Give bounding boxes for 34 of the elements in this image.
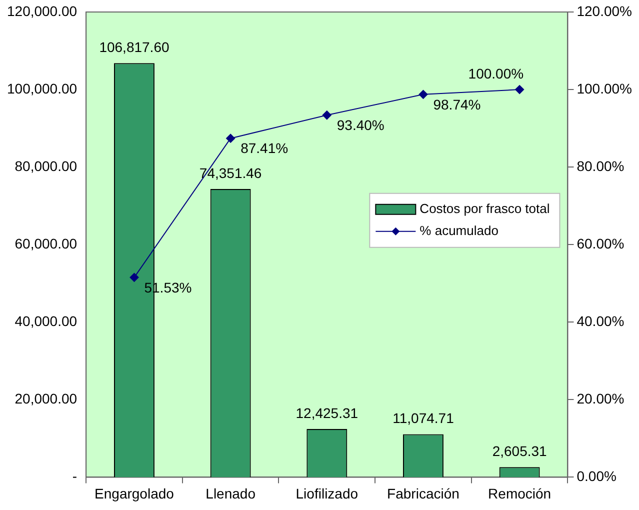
point (418, 90, 428, 99)
x-tick-label: Llenado (206, 485, 256, 502)
y2-tick-label: 40.00% (576, 312, 624, 329)
y-tick-label: - (72, 468, 78, 484)
point (515, 85, 524, 94)
point (130, 272, 139, 282)
y2-tick-label: 80.00% (576, 158, 624, 174)
data-label: 106,817.60 (99, 38, 170, 55)
data-label: 12,425.31 (296, 404, 358, 421)
x-tick-label: Liofilizado (296, 485, 358, 502)
y2-tick-label: 0.00% (576, 468, 616, 484)
y-tick-label: 120,000.00 (6, 2, 78, 19)
data-label: 87.41% (240, 140, 288, 156)
data-label: 2,605.31 (492, 442, 548, 459)
x-tick-label: Fabricación (387, 485, 460, 502)
data-label: 93.40% (336, 116, 384, 133)
data-label: 98.74% (433, 96, 481, 112)
y2-tick-label: 100.00% (576, 80, 632, 96)
y2-tick-label: 20.00% (576, 390, 624, 407)
point (322, 110, 332, 120)
data-label: 11,074.71 (392, 410, 454, 426)
legend-label: Costos por frasco total (420, 201, 550, 216)
y-tick-label: 20,000.00 (14, 390, 78, 407)
y-tick-label: 40,000.00 (14, 312, 78, 329)
y2-tick-label: 120.00% (576, 2, 632, 19)
x-tick-label: Engargolado (94, 485, 174, 502)
y2-tick-label: 60.00% (576, 235, 624, 252)
data-label: 100.00% (468, 65, 524, 82)
y-tick-label: 80,000.00 (14, 158, 78, 174)
legend-label: % acumulado (420, 223, 498, 238)
x-tick-label: Remoción (488, 485, 552, 502)
y-tick-label: 60,000.00 (14, 235, 78, 252)
y-tick-label: 100,000.00 (6, 80, 78, 96)
point (226, 134, 236, 143)
